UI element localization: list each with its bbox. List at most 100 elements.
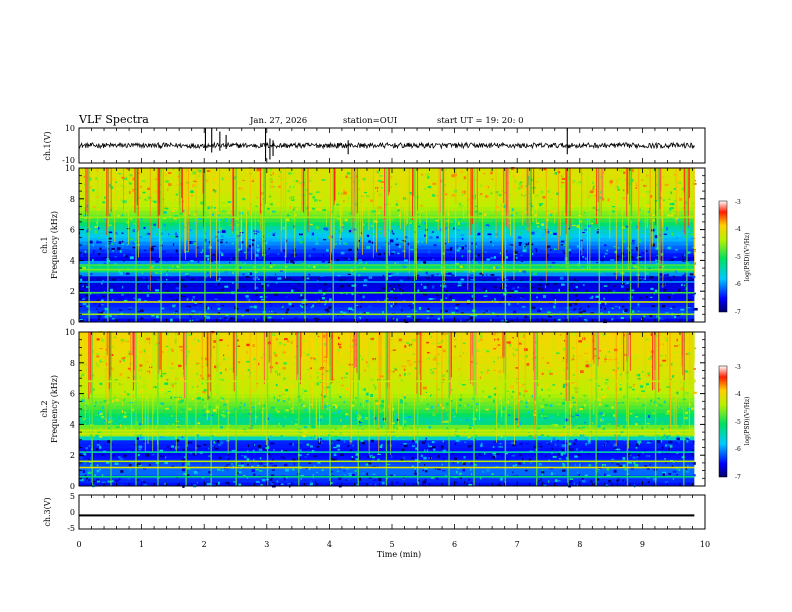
- spectrogram-speckle: [357, 274, 361, 277]
- spectrogram-speckle: [230, 258, 233, 260]
- spectrogram-speckle: [554, 299, 557, 302]
- spectrogram-speckle: [645, 454, 649, 458]
- sferic-streak: [501, 168, 503, 281]
- spectrogram-speckle: [435, 198, 437, 202]
- spectrogram-speckle: [595, 295, 600, 298]
- spectrogram-speckle: [500, 285, 503, 287]
- spectrogram-speckle: [579, 407, 583, 411]
- spectrogram-speckle: [621, 315, 625, 319]
- spectrogram-speckle: [292, 279, 296, 283]
- spectrogram-speckle: [662, 283, 666, 286]
- ch1-colorbar-gradient: [718, 200, 728, 313]
- spectrogram-speckle: [423, 285, 427, 289]
- spectrogram-speckle: [660, 332, 665, 336]
- spectrogram-speckle: [212, 188, 215, 192]
- spectrogram-speckle: [602, 395, 605, 399]
- spectrogram-speckle: [418, 258, 421, 261]
- storm-streak: [506, 168, 508, 227]
- spectrogram-speckle: [581, 200, 586, 204]
- spectrogram-speckle: [288, 397, 290, 401]
- spectrogram-speckle: [671, 292, 675, 295]
- spectrogram-speckle: [554, 302, 557, 305]
- spectrogram-speckle: [388, 301, 391, 305]
- spectrogram-speckle: [216, 303, 220, 306]
- spectrogram-speckle: [165, 180, 169, 183]
- spectrogram-speckle: [283, 463, 288, 467]
- spectrogram-speckle: [481, 402, 486, 404]
- spectrogram-speckle: [363, 279, 368, 282]
- spectrogram-speckle: [366, 360, 368, 364]
- spectrogram-speckle: [268, 372, 272, 374]
- spectrogram-speckle: [257, 231, 260, 233]
- spectrogram-speckle: [200, 224, 204, 226]
- spectrogram-speckle: [642, 278, 645, 280]
- spectrogram-speckle: [440, 311, 442, 314]
- spectrogram-speckle: [340, 453, 344, 456]
- spectrogram-speckle: [394, 286, 396, 290]
- spectrogram-speckle: [91, 368, 95, 372]
- sferic-streak: [123, 168, 124, 210]
- spectrogram-speckle: [100, 196, 105, 199]
- spectrogram-speckle: [621, 283, 625, 287]
- spectrogram-speckle: [168, 233, 170, 236]
- spectrogram-speckle: [649, 314, 653, 318]
- spectrogram-speckle: [468, 363, 472, 366]
- spectrogram-speckle: [220, 244, 224, 247]
- spectrogram-speckle: [430, 394, 433, 397]
- spectrogram-speckle: [372, 479, 374, 481]
- spectrogram-speckle: [175, 172, 180, 175]
- spectrogram-speckle: [459, 355, 462, 357]
- spectrogram-speckle: [261, 282, 264, 286]
- spectrogram-speckle: [116, 196, 120, 200]
- storm-streak: [134, 168, 136, 213]
- spectrogram-speckle: [276, 237, 281, 240]
- spectrogram-speckle: [264, 296, 268, 299]
- sferic-streak: [292, 168, 294, 200]
- spectrogram-speckle: [634, 276, 637, 278]
- spectrogram-speckle: [464, 191, 468, 194]
- spectrogram-speckle: [531, 306, 536, 309]
- spectrogram-speckle: [108, 427, 110, 429]
- spectrogram-speckle: [467, 194, 471, 198]
- spectrogram-speckle: [173, 408, 175, 412]
- spectrogram-speckle: [292, 287, 297, 290]
- spectrogram-speckle: [574, 302, 578, 306]
- spectrogram-speckle: [463, 176, 466, 180]
- spectrogram-speckle: [309, 482, 313, 486]
- spectrogram-speckle: [102, 310, 105, 312]
- spectrogram-speckle: [635, 247, 639, 249]
- spectrogram-speckle: [494, 438, 496, 440]
- spectrogram-speckle: [579, 220, 583, 223]
- spectrogram-speckle: [361, 358, 364, 361]
- spectrogram-speckle: [330, 471, 333, 473]
- spectrogram-speckle: [442, 282, 446, 286]
- spectrogram-speckle: [412, 301, 415, 305]
- spectrogram-speckle: [170, 396, 173, 399]
- spectrogram-speckle: [594, 335, 596, 337]
- spectrogram-speckle: [576, 245, 579, 248]
- spectrogram-speckle: [346, 393, 348, 397]
- spectrogram-speckle: [229, 317, 234, 321]
- spectrogram-speckle: [498, 208, 502, 211]
- spectrogram-speckle: [118, 269, 121, 272]
- spectrogram-speckle: [269, 462, 273, 465]
- spectrogram-speckle: [302, 279, 306, 283]
- spectrogram-speckle: [384, 235, 387, 238]
- spectrogram-speckle: [604, 355, 607, 358]
- spectrogram-speckle: [344, 359, 347, 362]
- storm-streak: [353, 168, 355, 222]
- spectrogram-speckle: [276, 480, 279, 483]
- spectrogram-speckle: [270, 418, 274, 420]
- spectrogram-speckle: [476, 408, 478, 412]
- spectrogram-speckle: [629, 249, 634, 252]
- spectrogram-speckle: [141, 232, 146, 236]
- spectrogram-speckle: [554, 424, 558, 427]
- spectrogram-speckle: [641, 252, 646, 254]
- spectrogram-speckle: [438, 273, 440, 276]
- spectrogram-speckle: [596, 174, 598, 177]
- spectrogram-speckle: [278, 341, 282, 345]
- spectrogram-speckle: [516, 246, 518, 249]
- spectrogram-speckle: [144, 428, 148, 431]
- spectrogram-speckle: [691, 407, 694, 410]
- spectrogram-speckle: [442, 449, 447, 453]
